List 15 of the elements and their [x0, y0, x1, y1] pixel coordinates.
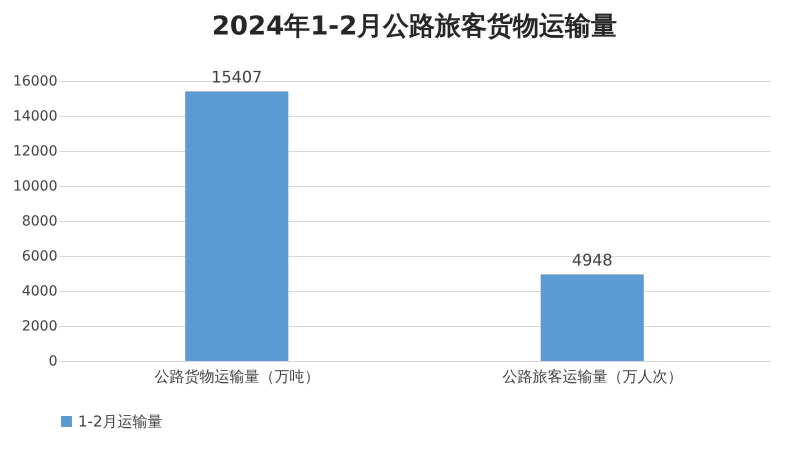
- data-label: 15407: [211, 67, 262, 86]
- y-tick-label: 2000: [22, 318, 58, 334]
- x-tick-label: 公路货物运输量（万吨）: [154, 368, 320, 386]
- y-tick-label: 0: [48, 354, 58, 370]
- y-tick-label: 10000: [12, 178, 58, 194]
- data-label: 4948: [572, 250, 613, 270]
- y-tick-label: 4000: [22, 284, 58, 300]
- y-tick-label: 12000: [12, 144, 58, 160]
- y-tick-label: 14000: [12, 108, 58, 124]
- y-tick-label: 6000: [22, 248, 58, 264]
- chart-title: 2024年1-2月公路旅客货物运输量: [212, 11, 618, 42]
- x-tick-label: 公路旅客运输量（万人次）: [502, 368, 682, 386]
- legend-label: 1-2月运输量: [78, 412, 162, 430]
- y-tick-label: 16000: [12, 74, 58, 90]
- y-tick-label: 8000: [22, 214, 58, 230]
